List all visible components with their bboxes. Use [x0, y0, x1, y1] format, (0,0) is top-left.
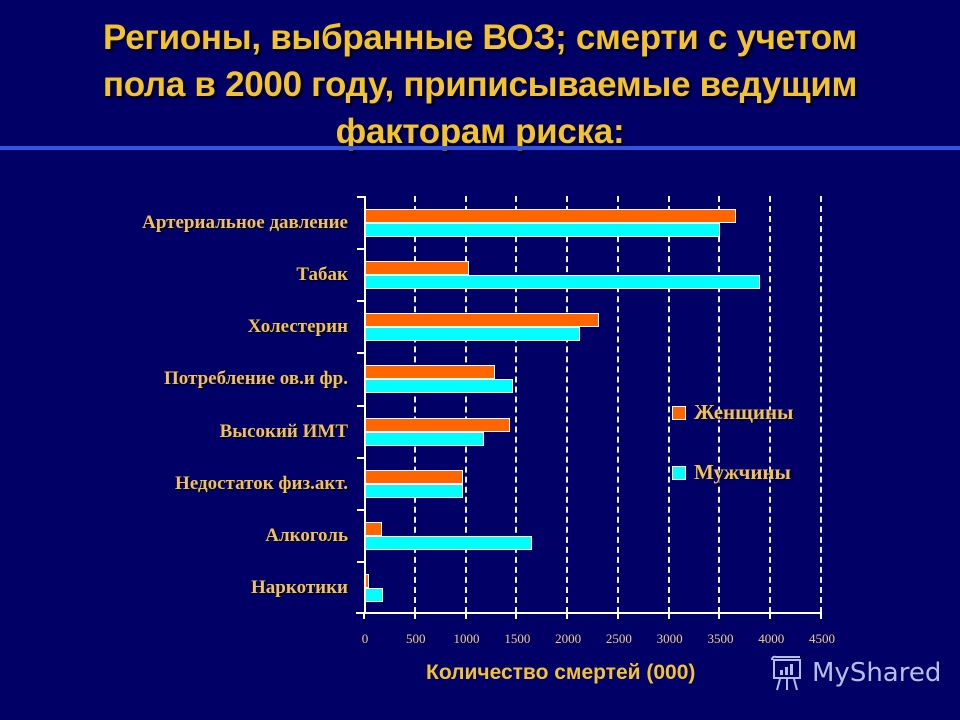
bar-men: [365, 431, 484, 446]
bar-men: [365, 327, 581, 342]
bar-men: [365, 379, 514, 394]
x-tick-label: 1000: [453, 631, 480, 646]
bar-men: [365, 275, 761, 290]
gridline: [769, 196, 772, 613]
category-label: Алкоголь: [265, 524, 348, 546]
category-label: Потребление ов.и фр.: [164, 368, 348, 390]
title-line-3: факторам риска:: [335, 112, 625, 151]
x-tick-label: 2000: [555, 631, 582, 646]
x-tick-label: 2500: [605, 631, 632, 646]
bar-women: [365, 365, 495, 380]
category-label: Недостаток физ.акт.: [175, 472, 348, 494]
x-tick-label: 3000: [656, 631, 683, 646]
bar-women: [365, 417, 511, 432]
legend-swatch-men: [672, 465, 686, 480]
bar-men: [365, 483, 463, 498]
category-label: Наркотики: [251, 576, 348, 598]
bar-men: [365, 535, 532, 550]
gridline: [413, 196, 416, 613]
bar-women: [365, 469, 463, 484]
bar-women: [365, 261, 469, 276]
x-tick: [464, 612, 467, 619]
title-line-1: Регионы, выбранные ВОЗ; смерти с учетом: [103, 18, 857, 57]
category-label: Холестерин: [247, 316, 348, 338]
x-tick-label: 4500: [809, 631, 835, 646]
slide-title: Регионы, выбранные ВОЗ; смерти с учетом …: [0, 14, 960, 155]
legend-label-women: Женщины: [694, 400, 794, 424]
title-line-2: пола в 2000 году, приписываемые ведущим: [102, 65, 858, 104]
gridline: [515, 196, 518, 613]
x-tick-label: 1500: [504, 631, 531, 646]
watermark-text: MyShared: [812, 658, 942, 688]
y-tick: [357, 248, 365, 251]
bar-men: [365, 223, 721, 237]
gridline: [667, 196, 670, 613]
y-tick: [357, 300, 365, 303]
bar-women: [365, 313, 599, 328]
x-tick: [667, 612, 670, 619]
legend-item-women: Женщины: [672, 400, 793, 425]
category-label: Высокий ИМТ: [219, 420, 348, 442]
y-tick: [357, 352, 365, 355]
x-tick-label: 3500: [707, 631, 734, 646]
x-tick: [566, 612, 569, 619]
gridline: [820, 196, 822, 613]
gridline: [566, 196, 569, 613]
bar-women: [365, 573, 370, 588]
gridline: [616, 196, 619, 613]
watermark: MyShared: [770, 654, 941, 692]
category-label: Табак: [296, 264, 348, 286]
x-tick: [616, 612, 619, 619]
gridline: [718, 196, 721, 613]
category-label: Артериальное давление: [142, 212, 348, 233]
x-tick: [515, 612, 518, 619]
y-tick: [357, 456, 365, 459]
y-tick: [357, 560, 365, 563]
bar-women: [365, 521, 383, 536]
y-tick: [357, 508, 365, 511]
x-tick-label: 4000: [758, 631, 785, 646]
legend-swatch-women: [672, 405, 686, 420]
y-tick: [357, 196, 365, 198]
x-tick-label: 0: [361, 631, 369, 646]
legend-label-men: Мужчины: [694, 460, 791, 484]
presentation-board-icon: [771, 655, 801, 691]
x-tick: [363, 612, 365, 619]
x-tick: [769, 612, 772, 619]
x-tick: [820, 612, 822, 619]
gridline: [464, 196, 467, 613]
x-tick-label: 500: [406, 631, 426, 646]
legend-item-men: Мужчины: [672, 460, 791, 485]
x-axis-title: Количество смертей (000): [426, 661, 696, 684]
y-tick: [357, 404, 365, 407]
bar-men: [365, 587, 383, 602]
x-tick: [413, 612, 416, 619]
x-tick: [718, 612, 721, 619]
title-divider: [0, 146, 960, 150]
bar-women: [365, 209, 736, 223]
x-axis: [356, 612, 822, 614]
y-axis: [364, 196, 366, 614]
